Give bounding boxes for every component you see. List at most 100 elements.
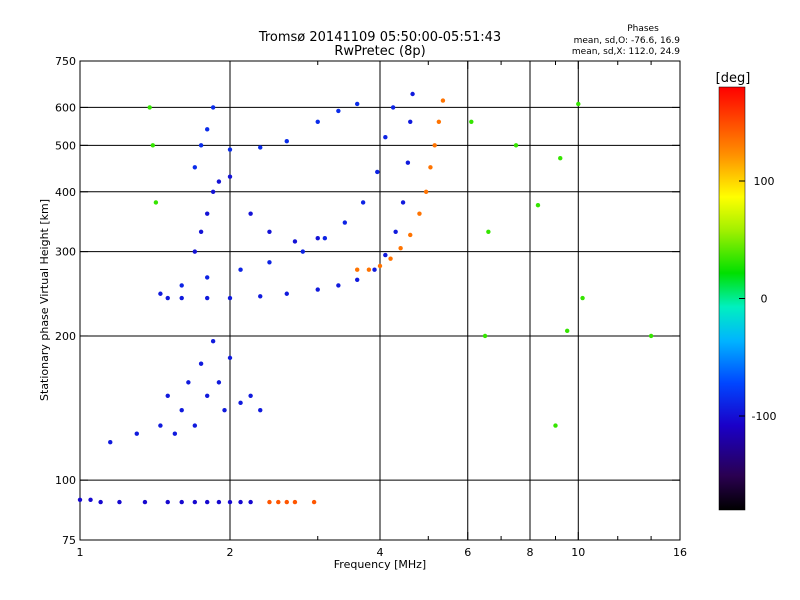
y-tick-label: 750 bbox=[55, 55, 76, 68]
data-point bbox=[158, 291, 163, 296]
data-point bbox=[198, 229, 204, 234]
y-axis-ticks: 75 100 200 300 400 500 600 750 bbox=[55, 55, 680, 547]
data-point bbox=[408, 119, 413, 124]
data-point bbox=[192, 423, 198, 428]
data-point bbox=[227, 355, 233, 361]
x-axis-label: Frequency [MHz] bbox=[334, 558, 426, 571]
x-tick-label: 16 bbox=[673, 546, 687, 559]
data-point bbox=[216, 499, 222, 505]
y-axis-label: Stationary phase Virtual Height [km] bbox=[38, 199, 51, 401]
x-axis-ticks: 1 2 4 6 8 10 16 bbox=[77, 61, 687, 559]
colorbar-ticks: 100 0 -100 bbox=[739, 175, 776, 423]
data-point bbox=[408, 232, 413, 238]
data-point bbox=[204, 295, 210, 301]
data-point bbox=[486, 229, 491, 234]
data-point bbox=[354, 277, 360, 282]
data-point bbox=[238, 400, 243, 406]
data-point bbox=[77, 497, 83, 502]
data-point bbox=[576, 101, 581, 107]
gridlines bbox=[80, 61, 680, 540]
data-point bbox=[300, 249, 306, 254]
data-point bbox=[513, 143, 519, 148]
data-point bbox=[186, 380, 191, 385]
data-point bbox=[315, 287, 320, 292]
data-point bbox=[210, 105, 216, 110]
data-point bbox=[423, 189, 429, 194]
y-tick-label: 400 bbox=[55, 186, 76, 199]
data-point bbox=[238, 499, 243, 505]
x-tick-label: 1 bbox=[77, 546, 84, 559]
data-point bbox=[248, 211, 253, 216]
data-point bbox=[210, 189, 216, 194]
data-point bbox=[388, 256, 393, 261]
data-point bbox=[222, 407, 227, 413]
plot-area: 1 2 4 6 8 10 16 75 100 200 300 400 500 600 750 bbox=[55, 55, 687, 559]
data-point bbox=[354, 101, 360, 107]
data-point bbox=[216, 380, 222, 385]
data-point bbox=[267, 499, 272, 505]
data-point bbox=[535, 202, 541, 208]
data-point bbox=[165, 393, 170, 399]
data-point bbox=[383, 134, 388, 140]
data-point bbox=[284, 291, 289, 296]
y-tick-label: 100 bbox=[55, 474, 76, 487]
data-point bbox=[284, 499, 289, 505]
data-point bbox=[248, 393, 253, 399]
data-point bbox=[216, 179, 222, 184]
data-point bbox=[393, 229, 398, 234]
data-point bbox=[204, 393, 210, 399]
data-point bbox=[383, 252, 388, 258]
data-point bbox=[428, 165, 433, 170]
data-point bbox=[192, 165, 198, 170]
y-tick-label: 200 bbox=[55, 330, 76, 343]
data-point bbox=[179, 283, 184, 288]
data-point bbox=[204, 211, 210, 216]
data-point bbox=[192, 249, 198, 254]
data-point bbox=[375, 169, 380, 175]
data-point bbox=[410, 91, 415, 97]
data-point bbox=[258, 407, 263, 413]
data-point bbox=[400, 200, 406, 205]
y-tick-label: 75 bbox=[62, 534, 76, 547]
phase-colorbar: [deg] 100 0 -100 bbox=[716, 71, 776, 511]
y-tick-label: 600 bbox=[55, 101, 76, 114]
data-point bbox=[432, 143, 437, 148]
data-point bbox=[292, 239, 298, 244]
data-point bbox=[315, 235, 320, 241]
data-point bbox=[153, 200, 159, 205]
colorbar-tick-label: -100 bbox=[752, 410, 777, 423]
data-point bbox=[227, 174, 233, 179]
data-point bbox=[165, 499, 170, 505]
data-point bbox=[360, 200, 366, 205]
chart-subtitle: RwPretec (8p) bbox=[334, 44, 425, 59]
data-point bbox=[558, 156, 563, 161]
stats-line-x: mean, sd,X: 112.0, 24.9 bbox=[572, 47, 680, 57]
data-point bbox=[315, 119, 320, 124]
colorbar-tick-label: 0 bbox=[761, 293, 768, 306]
data-point bbox=[354, 267, 360, 272]
data-point bbox=[398, 245, 403, 251]
data-point bbox=[258, 145, 263, 150]
y-tick-label: 500 bbox=[55, 139, 76, 152]
data-point bbox=[580, 295, 585, 301]
data-point bbox=[553, 423, 558, 428]
data-point bbox=[372, 267, 377, 272]
stats-heading: Phases bbox=[627, 24, 659, 34]
data-point bbox=[336, 108, 341, 114]
data-point bbox=[142, 499, 148, 505]
data-point bbox=[165, 295, 170, 301]
data-point bbox=[117, 499, 122, 505]
x-tick-label: 6 bbox=[464, 546, 471, 559]
data-point bbox=[98, 499, 103, 505]
data-point bbox=[227, 499, 233, 505]
data-point bbox=[311, 499, 317, 505]
stats-line-o: mean, sd,O: -76.6, 16.9 bbox=[574, 36, 681, 46]
data-point bbox=[258, 294, 263, 299]
data-point bbox=[336, 283, 341, 288]
data-point bbox=[198, 143, 204, 148]
data-point bbox=[292, 499, 298, 505]
data-point bbox=[482, 333, 488, 339]
data-point bbox=[322, 235, 328, 241]
data-point bbox=[366, 267, 372, 272]
